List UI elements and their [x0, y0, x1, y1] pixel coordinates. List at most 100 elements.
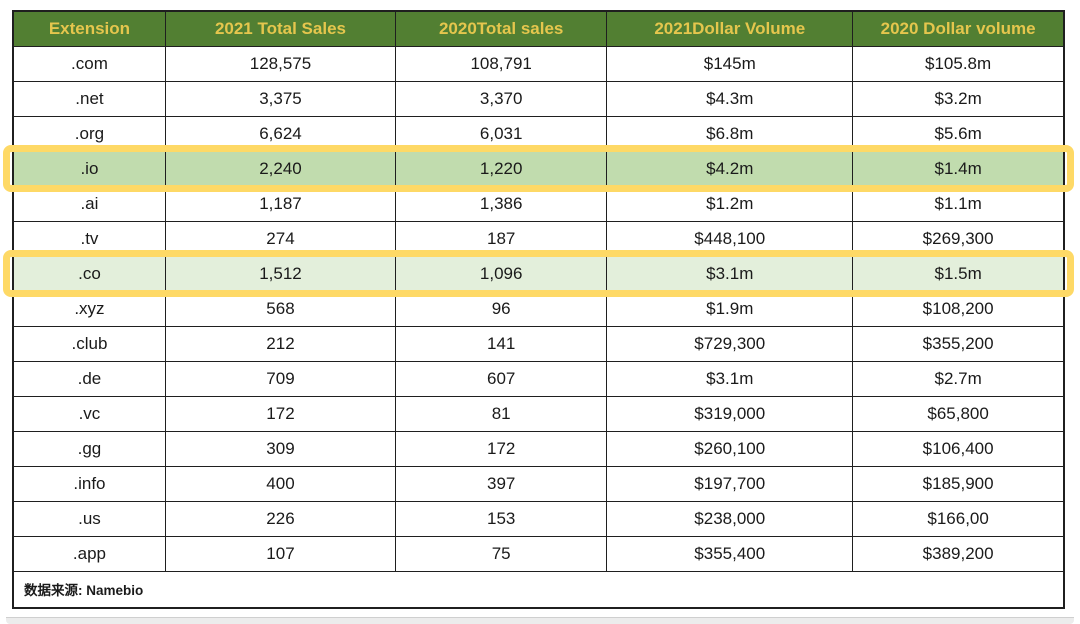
- value-cell: 1,512: [164, 255, 397, 292]
- extension-cell: .app: [12, 535, 166, 572]
- value-cell: $729,300: [606, 325, 854, 362]
- value-cell: $197,700: [606, 465, 854, 502]
- extension-cell: .io: [12, 150, 166, 187]
- value-cell: $65,800: [852, 395, 1065, 432]
- table-row: .tv 274 187 $448,100 $269,300: [12, 220, 1065, 257]
- value-cell: $6.8m: [606, 115, 854, 152]
- value-cell: 607: [395, 360, 608, 397]
- extension-cell: .xyz: [12, 290, 166, 327]
- value-cell: $1.5m: [852, 255, 1065, 292]
- extension-cell: .tv: [12, 220, 166, 257]
- extension-cell: .us: [12, 500, 166, 537]
- extension-cell: .net: [12, 80, 166, 117]
- page-bottom-edge: [6, 617, 1074, 624]
- extension-cell: .ai: [12, 185, 166, 222]
- column-header-extension: Extension: [12, 10, 166, 47]
- value-cell: $355,200: [852, 325, 1065, 362]
- value-cell: 709: [164, 360, 397, 397]
- table-row: .app 107 75 $355,400 $389,200: [12, 535, 1065, 572]
- table-row: .de 709 607 $3.1m $2.7m: [12, 360, 1065, 397]
- value-cell: $2.7m: [852, 360, 1065, 397]
- table-row: .net 3,375 3,370 $4.3m $3.2m: [12, 80, 1065, 117]
- source-row: 数据来源: Namebio: [12, 570, 1065, 609]
- table-row: .io 2,240 1,220 $4.2m $1.4m: [12, 150, 1065, 187]
- value-cell: $105.8m: [852, 45, 1065, 82]
- value-cell: $3.1m: [606, 360, 854, 397]
- value-cell: $4.3m: [606, 80, 854, 117]
- value-cell: 400: [164, 465, 397, 502]
- table-row: .co 1,512 1,096 $3.1m $1.5m: [12, 255, 1065, 292]
- extension-cell: .com: [12, 45, 166, 82]
- value-cell: $3.2m: [852, 80, 1065, 117]
- table-row: .vc 172 81 $319,000 $65,800: [12, 395, 1065, 432]
- value-cell: 96: [395, 290, 608, 327]
- table-wrap: Extension 2021 Total Sales 2020Total sal…: [3, 10, 1074, 609]
- extension-cell: .info: [12, 465, 166, 502]
- value-cell: 108,791: [395, 45, 608, 82]
- header-row: Extension 2021 Total Sales 2020Total sal…: [12, 10, 1065, 47]
- value-cell: $389,200: [852, 535, 1065, 572]
- value-cell: 1,220: [395, 150, 608, 187]
- source-note: 数据来源: Namebio: [12, 570, 1065, 609]
- value-cell: 172: [164, 395, 397, 432]
- value-cell: $108,200: [852, 290, 1065, 327]
- value-cell: 1,386: [395, 185, 608, 222]
- value-cell: 81: [395, 395, 608, 432]
- table-row: .us 226 153 $238,000 $166,00: [12, 500, 1065, 537]
- value-cell: $1.9m: [606, 290, 854, 327]
- value-cell: $1.2m: [606, 185, 854, 222]
- value-cell: 6,031: [395, 115, 608, 152]
- value-cell: $319,000: [606, 395, 854, 432]
- value-cell: 2,240: [164, 150, 397, 187]
- column-header-2020-dollar-volume: 2020 Dollar volume: [852, 10, 1065, 47]
- value-cell: $166,00: [852, 500, 1065, 537]
- value-cell: $4.2m: [606, 150, 854, 187]
- value-cell: 141: [395, 325, 608, 362]
- value-cell: 226: [164, 500, 397, 537]
- extension-cell: .org: [12, 115, 166, 152]
- value-cell: 309: [164, 430, 397, 467]
- value-cell: 6,624: [164, 115, 397, 152]
- value-cell: $1.4m: [852, 150, 1065, 187]
- value-cell: 3,375: [164, 80, 397, 117]
- value-cell: 274: [164, 220, 397, 257]
- extension-cell: .gg: [12, 430, 166, 467]
- value-cell: 1,187: [164, 185, 397, 222]
- value-cell: 212: [164, 325, 397, 362]
- value-cell: $448,100: [606, 220, 854, 257]
- extension-cell: .de: [12, 360, 166, 397]
- column-header-2020-total-sales: 2020Total sales: [395, 10, 608, 47]
- column-header-2021-dollar-volume: 2021Dollar Volume: [606, 10, 854, 47]
- table-row: .gg 309 172 $260,100 $106,400: [12, 430, 1065, 467]
- value-cell: $1.1m: [852, 185, 1065, 222]
- extension-cell: .vc: [12, 395, 166, 432]
- value-cell: $3.1m: [606, 255, 854, 292]
- column-header-2021-total-sales: 2021 Total Sales: [164, 10, 397, 47]
- table-footer: 数据来源: Namebio: [12, 570, 1065, 609]
- value-cell: 107: [164, 535, 397, 572]
- value-cell: 75: [395, 535, 608, 572]
- value-cell: $5.6m: [852, 115, 1065, 152]
- table-row: .xyz 568 96 $1.9m $108,200: [12, 290, 1065, 327]
- value-cell: $106,400: [852, 430, 1065, 467]
- table-row: .ai 1,187 1,386 $1.2m $1.1m: [12, 185, 1065, 222]
- table-row: .com 128,575 108,791 $145m $105.8m: [12, 45, 1065, 82]
- value-cell: $238,000: [606, 500, 854, 537]
- value-cell: 153: [395, 500, 608, 537]
- value-cell: $269,300: [852, 220, 1065, 257]
- extension-cell: .club: [12, 325, 166, 362]
- value-cell: 3,370: [395, 80, 608, 117]
- table-body: .com 128,575 108,791 $145m $105.8m .net 3,375 3…: [12, 45, 1065, 572]
- value-cell: $185,900: [852, 465, 1065, 502]
- table-row: .org 6,624 6,031 $6.8m $5.6m: [12, 115, 1065, 152]
- value-cell: 128,575: [164, 45, 397, 82]
- table-row: .club 212 141 $729,300 $355,200: [12, 325, 1065, 362]
- extension-cell: .co: [12, 255, 166, 292]
- value-cell: $145m: [606, 45, 854, 82]
- value-cell: $260,100: [606, 430, 854, 467]
- table-row: .info 400 397 $197,700 $185,900: [12, 465, 1065, 502]
- value-cell: 172: [395, 430, 608, 467]
- table-header: Extension 2021 Total Sales 2020Total sal…: [12, 10, 1065, 47]
- value-cell: $355,400: [606, 535, 854, 572]
- sales-table: Extension 2021 Total Sales 2020Total sal…: [12, 10, 1065, 609]
